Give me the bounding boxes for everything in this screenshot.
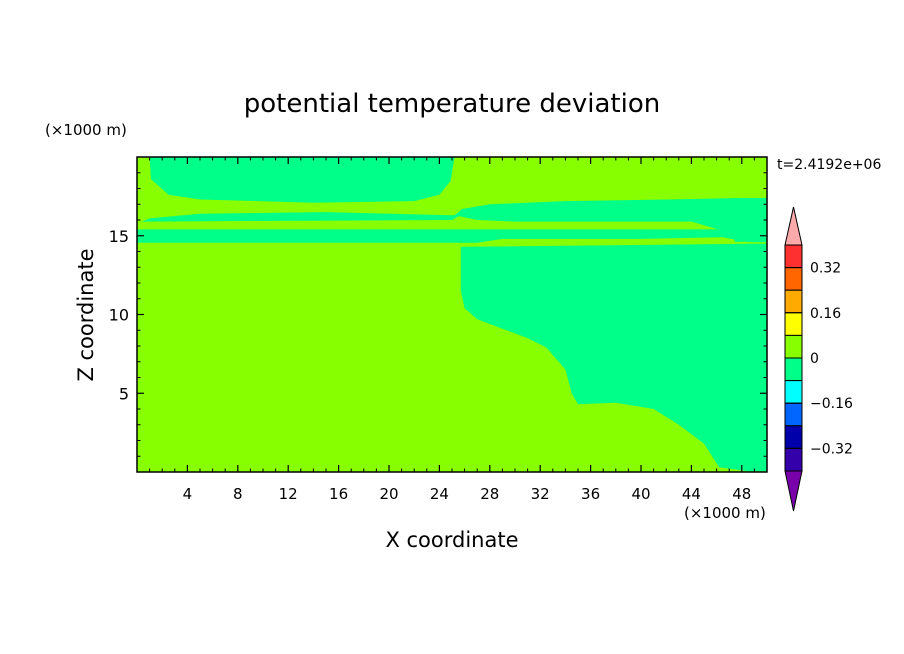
- x-tick-label: 12: [279, 485, 298, 503]
- colorbar-label: 0: [810, 351, 819, 367]
- colorbar-segment: [784, 402, 803, 427]
- colorbar-label: 0.16: [810, 306, 841, 322]
- y-tick-label: 10: [109, 306, 129, 325]
- contour-region-5: [454, 198, 767, 243]
- colorbar-segment: [784, 244, 803, 269]
- y-axis-label: Z coordinate: [74, 248, 98, 381]
- x-tick-label: 40: [631, 485, 650, 503]
- colorbar-segment: [784, 447, 803, 472]
- x-tick-label: 16: [329, 485, 348, 503]
- colorbar-segment: [784, 334, 803, 359]
- contour-region-3: [142, 212, 461, 222]
- contour-region-4: [149, 157, 455, 203]
- x-tick-label: 24: [430, 485, 449, 503]
- contour-regions: [137, 157, 767, 472]
- x-tick-label: 4: [183, 485, 193, 503]
- x-tick-label: 32: [531, 485, 550, 503]
- colorbar-segment: [784, 357, 803, 382]
- y-axis-ticks: 5 10 15: [109, 172, 767, 457]
- colorbar-label: 0.32: [810, 261, 841, 277]
- chart-title: potential temperature deviation: [244, 89, 660, 119]
- y-unit-label: (×1000 m): [45, 121, 127, 139]
- x-tick-label: 8: [233, 485, 243, 503]
- colorbar-segment: [784, 425, 803, 449]
- x-unit-label: (×1000 m): [684, 504, 766, 522]
- colorbar-segment: [784, 312, 803, 336]
- colorbar-segment: [784, 267, 803, 291]
- colorbar-label: −0.32: [810, 441, 853, 457]
- x-tick-label: 20: [379, 485, 398, 503]
- x-axis-label: X coordinate: [385, 528, 518, 552]
- x-tick-label: 36: [581, 485, 600, 503]
- colorbar-label: −0.16: [810, 396, 853, 412]
- x-axis-ticks: 4 8 12 16 20 24 28 32 36 40 44 48: [149, 157, 755, 503]
- time-label: t=2.4192e+06: [777, 157, 881, 173]
- y-tick-label: 5: [119, 384, 129, 403]
- colorbar-bottom-arrow: [784, 470, 803, 512]
- x-tick-label: 44: [682, 485, 701, 503]
- contour-region-1: [137, 243, 767, 472]
- plot-area: [137, 157, 767, 472]
- colorbar-segment: [784, 289, 803, 314]
- x-tick-label: 28: [480, 485, 499, 503]
- colorbar: 0.32 0.16 0 −0.16 −0.32: [784, 206, 853, 512]
- colorbar-segment: [784, 380, 803, 404]
- y-tick-label: 15: [109, 227, 129, 246]
- colorbar-top-arrow: [784, 206, 803, 246]
- x-tick-label: 48: [732, 485, 751, 503]
- contour-region-2: [137, 229, 767, 243]
